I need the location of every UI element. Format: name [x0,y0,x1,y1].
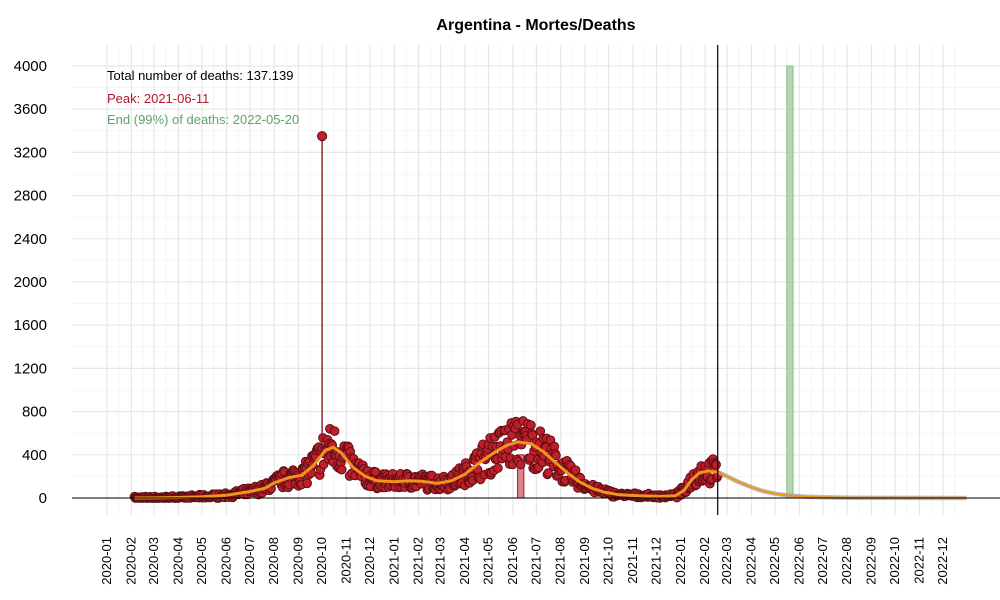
x-tick-label: 2020-04 [170,537,185,585]
end-annotation: End (99%) of deaths: 2022-05-20 [107,112,299,127]
y-tick-label: 3200 [14,144,47,161]
peak-annotation: Peak: 2021-06-11 [107,91,209,106]
x-tick-label: 2020-05 [194,537,209,585]
forecast-band-line [716,470,967,501]
end-band [786,65,794,499]
x-tick-label: 2020-10 [314,537,329,585]
data-point [302,478,313,489]
x-tick-label: 2022-01 [673,537,688,585]
data-point [329,426,340,436]
x-tick-label: 2020-02 [123,537,138,585]
data-point [711,459,721,470]
y-tick-label: 4000 [14,58,47,75]
x-tick-label: 2022-09 [864,537,879,585]
x-tick-label: 2021-03 [433,537,448,585]
x-tick-label: 2020-01 [99,537,114,585]
x-tick-label: 2022-10 [887,537,902,585]
y-tick-labels: 0 400 800 1200 1600 2000 2400 2800 3200 3600 4000 [14,58,47,507]
x-tick-label: 2021-04 [457,537,472,585]
x-tick-label: 2022-02 [697,537,712,585]
x-tick-label: 2022-06 [791,537,806,585]
data-point [551,450,561,461]
x-tick-label: 2022-11 [912,537,927,584]
x-tick-label: 2021-01 [386,537,401,585]
y-tick-label: 800 [22,404,47,421]
axes [72,45,1000,515]
total-deaths-annotation: Total number of deaths: 137.139 [107,68,293,83]
chart-title: Argentina - Mortes/Deaths [436,17,635,34]
y-tick-label: 2000 [14,274,47,291]
x-tick-label: 2021-08 [553,537,568,585]
x-tick-label: 2021-09 [577,537,592,585]
x-tick-label: 2021-12 [649,537,664,585]
data-point [336,464,347,475]
x-tick-label: 2022-04 [744,537,759,585]
x-tick-label: 2020-08 [266,537,281,585]
y-tick-label: 2400 [14,231,47,248]
spike-point [316,131,328,142]
forecast-smooth-line [717,471,967,499]
y-tick-label: 3600 [14,101,47,118]
x-tick-label: 2021-06 [505,537,520,585]
x-tick-labels: 2020-01 2020-02 2020-03 2020-04 2020-05 2020-… [99,537,950,585]
data-point [543,468,554,478]
y-tick-label: 400 [22,447,47,464]
x-tick-label: 2021-07 [528,537,543,585]
x-tick-label: 2020-12 [362,537,377,585]
x-tick-label: 2020-11 [338,537,353,584]
y-tick-label: 2800 [14,188,47,205]
x-tick-label: 2022-12 [935,537,950,585]
x-tick-label: 2022-07 [815,537,830,585]
x-tick-label: 2021-02 [411,537,426,585]
y-tick-label: 0 [39,490,47,507]
y-tick-label: 1600 [14,317,47,334]
x-tick-label: 2022-05 [767,537,782,585]
x-tick-label: 2020-06 [218,537,233,585]
x-tick-label: 2021-10 [601,537,616,585]
x-tick-label: 2020-09 [291,537,306,585]
data-point [526,420,536,431]
y-tick-label: 1200 [14,360,47,377]
x-tick-label: 2021-05 [481,537,496,585]
x-tick-label: 2021-11 [625,537,640,584]
data-point [515,459,526,470]
x-tick-label: 2020-07 [242,537,257,585]
observed-smooth-line [134,440,718,500]
data-point [570,465,581,476]
x-tick-label: 2022-08 [839,537,854,585]
x-tick-label: 2022-03 [719,537,734,585]
data-point [493,463,503,473]
x-tick-label: 2020-03 [146,537,161,585]
